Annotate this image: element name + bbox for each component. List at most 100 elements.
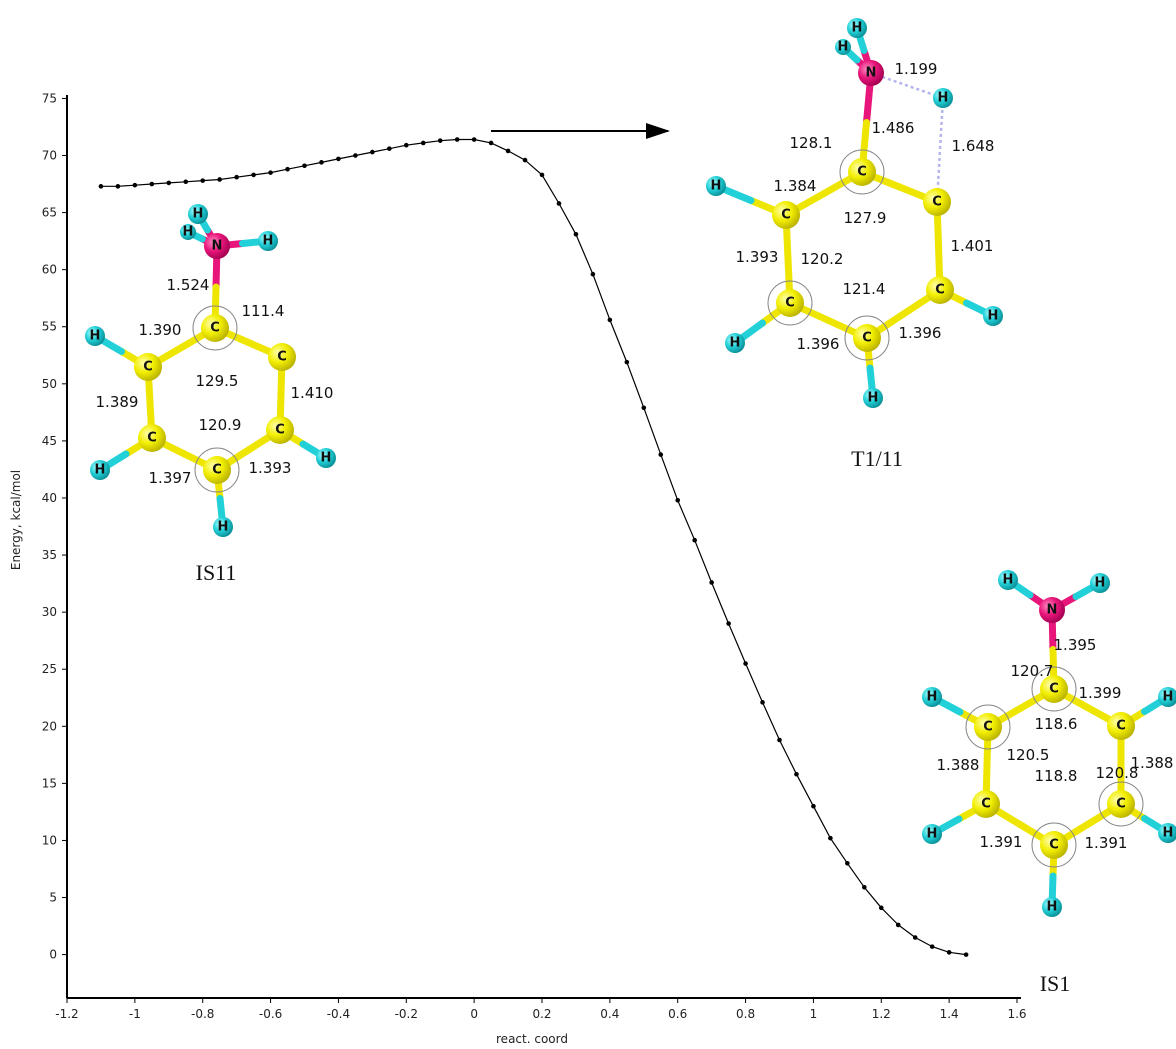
atom-symbol: H — [1163, 690, 1174, 705]
y-tick-label: 15 — [42, 776, 57, 790]
point — [947, 950, 952, 955]
atom-symbol: H — [193, 207, 204, 222]
geometry-label: 120.9 — [199, 416, 242, 434]
geometry-label: 118.6 — [1035, 715, 1078, 733]
point — [591, 272, 596, 277]
x-tick-label: -0.2 — [395, 1007, 418, 1021]
geometry-label: 1.395 — [1054, 636, 1097, 654]
point — [116, 184, 121, 189]
point — [675, 498, 680, 503]
y-tick-label: 5 — [49, 891, 57, 905]
atom-symbol: H — [730, 336, 741, 351]
geometry-label: 1.388 — [1131, 754, 1174, 772]
atom-symbol: C — [1049, 838, 1059, 853]
point — [302, 163, 307, 168]
geometry-label: 127.9 — [844, 209, 887, 227]
atom-symbol: H — [90, 329, 101, 344]
y-tick-label: 10 — [42, 833, 57, 847]
point — [523, 158, 528, 163]
atom-symbol: H — [263, 234, 274, 249]
atom-symbol: C — [277, 350, 287, 365]
point — [625, 360, 630, 365]
geometry-label: 1.648 — [952, 137, 995, 155]
point — [99, 184, 104, 189]
atom-symbol: H — [321, 451, 332, 466]
atom-symbol: C — [935, 283, 945, 298]
point — [828, 836, 833, 841]
point — [557, 201, 562, 206]
atom-symbol: C — [1049, 682, 1059, 697]
atom-symbol: C — [275, 423, 285, 438]
geometry-label: 121.4 — [843, 280, 886, 298]
x-tick-label: 1.4 — [940, 1007, 959, 1021]
atom-symbol: C — [143, 360, 153, 375]
geometry-label: 1.389 — [96, 393, 139, 411]
atom-symbol: H — [838, 40, 849, 55]
y-tick-label: 30 — [42, 605, 57, 619]
point — [743, 661, 748, 666]
atom-symbol: C — [785, 296, 795, 311]
point — [540, 173, 545, 178]
geometry-label: 128.1 — [790, 134, 833, 152]
point — [913, 935, 918, 940]
atom-symbol: C — [781, 208, 791, 223]
point — [811, 804, 816, 809]
atom-symbol: C — [981, 797, 991, 812]
geometry-label: 1.384 — [774, 177, 817, 195]
geometry-label: 120.5 — [1007, 746, 1050, 764]
atom-symbol: H — [711, 179, 722, 194]
y-tick-label: 20 — [42, 719, 57, 733]
atom-symbol: N — [866, 66, 877, 81]
x-tick-label: 0 — [470, 1007, 478, 1021]
atom-symbol: H — [868, 391, 879, 406]
y-tick-label: 65 — [42, 206, 57, 220]
atom-symbol: H — [852, 21, 863, 36]
point — [862, 885, 867, 890]
geometry-label: 118.8 — [1035, 767, 1078, 785]
y-tick-label: 45 — [42, 434, 57, 448]
atom-symbol: H — [938, 91, 949, 106]
point — [387, 146, 392, 151]
geometry-label: 1.524 — [167, 276, 210, 294]
atom-symbol: C — [210, 321, 220, 336]
atom-symbol: C — [857, 165, 867, 180]
geometry-label: 1.391 — [1085, 834, 1128, 852]
x-tick-label: 1.6 — [1007, 1007, 1026, 1021]
point — [658, 452, 663, 457]
geometry-label: 120.2 — [801, 250, 844, 268]
atom-symbol: C — [212, 463, 222, 478]
atom-symbol: H — [218, 520, 229, 535]
point — [200, 178, 205, 183]
geometry-label: 1.388 — [937, 756, 980, 774]
atom-symbol: H — [927, 827, 938, 842]
y-tick-label: 40 — [42, 491, 57, 505]
atom-symbol: C — [862, 331, 872, 346]
y-tick-label: 0 — [49, 948, 57, 962]
point — [709, 580, 714, 585]
y-tick-label: 60 — [42, 263, 57, 277]
y-tick-label: 55 — [42, 320, 57, 334]
point — [150, 182, 155, 187]
molecule-name: IS1 — [1040, 971, 1071, 996]
geometry-label: 1.390 — [139, 321, 182, 339]
point — [336, 157, 341, 162]
geometry-label: 1.410 — [291, 384, 334, 402]
atom-symbol: H — [1003, 573, 1014, 588]
atom-symbol: C — [1116, 797, 1126, 812]
geometry-label: 1.391 — [980, 833, 1023, 851]
y-tick-label: 75 — [42, 91, 57, 105]
x-tick-label: 0.8 — [736, 1007, 755, 1021]
point — [472, 137, 477, 142]
chart: react. coord Energy, kcal/mol 0510152025… — [0, 0, 1176, 1049]
point — [370, 150, 375, 155]
point — [285, 167, 290, 172]
molecule: NHHHCCCCCCHHHH1.524111.41.390129.51.3891… — [85, 204, 336, 585]
molecule-name: IS11 — [196, 560, 237, 585]
point — [234, 175, 239, 180]
geometry-label: 1.397 — [149, 469, 192, 487]
y-tick-label: 50 — [42, 377, 57, 391]
geometry-label: 1.396 — [899, 324, 942, 342]
atom-symbol: C — [983, 720, 993, 735]
point — [726, 621, 731, 626]
point — [421, 141, 426, 146]
